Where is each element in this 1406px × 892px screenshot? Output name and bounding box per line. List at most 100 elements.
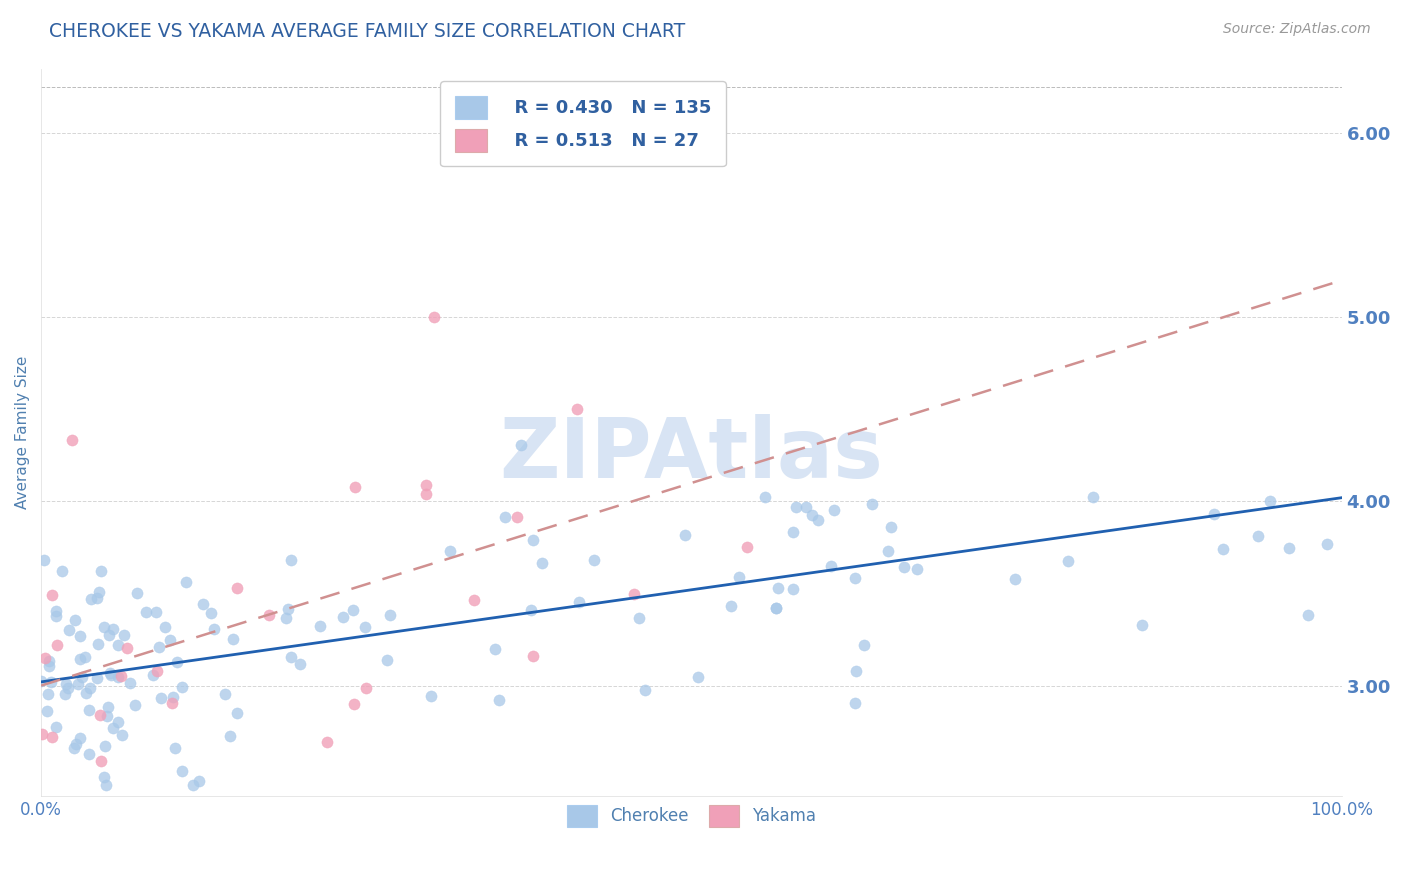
Point bbox=[880, 519, 903, 533]
Point bbox=[673, 528, 696, 542]
Point bbox=[70, 670, 93, 684]
Point bbox=[686, 670, 709, 684]
Point bbox=[97, 700, 120, 714]
Point bbox=[107, 638, 129, 652]
Point bbox=[344, 480, 367, 494]
Point bbox=[280, 553, 302, 567]
Point bbox=[420, 689, 443, 703]
Legend: Cherokee, Yakama: Cherokee, Yakama bbox=[558, 797, 824, 835]
Point bbox=[107, 670, 129, 684]
Point bbox=[124, 698, 146, 712]
Point bbox=[118, 675, 141, 690]
Point bbox=[1004, 573, 1026, 587]
Point bbox=[316, 735, 339, 749]
Point bbox=[332, 610, 354, 624]
Point bbox=[484, 641, 506, 656]
Point bbox=[62, 740, 84, 755]
Point bbox=[375, 653, 398, 667]
Text: Source: ZipAtlas.com: Source: ZipAtlas.com bbox=[1223, 22, 1371, 37]
Point bbox=[415, 477, 437, 491]
Point bbox=[63, 613, 86, 627]
Point bbox=[343, 698, 366, 712]
Point bbox=[73, 650, 96, 665]
Point bbox=[200, 606, 222, 620]
Point bbox=[94, 739, 117, 754]
Point bbox=[509, 438, 531, 452]
Point bbox=[69, 731, 91, 745]
Point bbox=[765, 601, 787, 615]
Point bbox=[87, 637, 110, 651]
Point bbox=[100, 668, 122, 682]
Point bbox=[222, 632, 245, 646]
Point bbox=[159, 633, 181, 648]
Point bbox=[801, 508, 824, 523]
Point bbox=[1258, 494, 1281, 508]
Point bbox=[519, 603, 541, 617]
Point bbox=[582, 553, 605, 567]
Point bbox=[844, 696, 866, 710]
Point bbox=[162, 690, 184, 704]
Point bbox=[522, 533, 544, 548]
Point bbox=[38, 658, 60, 673]
Point bbox=[142, 668, 165, 682]
Point bbox=[191, 597, 214, 611]
Point bbox=[69, 651, 91, 665]
Point bbox=[67, 677, 90, 691]
Point bbox=[531, 556, 554, 570]
Point bbox=[768, 581, 790, 595]
Point bbox=[65, 737, 87, 751]
Point bbox=[852, 638, 875, 652]
Point bbox=[39, 675, 62, 690]
Point bbox=[214, 687, 236, 701]
Point bbox=[35, 704, 58, 718]
Point bbox=[112, 628, 135, 642]
Point bbox=[163, 740, 186, 755]
Point bbox=[30, 673, 52, 688]
Point bbox=[125, 586, 148, 600]
Point bbox=[89, 707, 111, 722]
Point bbox=[782, 582, 804, 596]
Point bbox=[204, 623, 226, 637]
Point bbox=[634, 682, 657, 697]
Point bbox=[1212, 542, 1234, 557]
Text: ZIPAtlas: ZIPAtlas bbox=[499, 414, 883, 495]
Point bbox=[820, 559, 842, 574]
Point bbox=[277, 602, 299, 616]
Point bbox=[170, 764, 193, 779]
Point bbox=[170, 680, 193, 694]
Point bbox=[115, 640, 138, 655]
Point bbox=[37, 687, 59, 701]
Point bbox=[423, 310, 446, 325]
Point bbox=[183, 779, 205, 793]
Point bbox=[219, 729, 242, 743]
Point bbox=[290, 657, 312, 671]
Point bbox=[623, 587, 645, 601]
Point bbox=[107, 714, 129, 729]
Point bbox=[53, 687, 76, 701]
Point bbox=[98, 666, 121, 681]
Point bbox=[45, 638, 67, 652]
Point bbox=[94, 778, 117, 792]
Point bbox=[97, 628, 120, 642]
Point bbox=[86, 671, 108, 685]
Point bbox=[69, 629, 91, 643]
Point bbox=[153, 620, 176, 634]
Point bbox=[893, 560, 915, 574]
Point bbox=[41, 731, 63, 745]
Point bbox=[823, 502, 845, 516]
Point bbox=[628, 610, 651, 624]
Point bbox=[45, 604, 67, 618]
Point bbox=[794, 500, 817, 514]
Point bbox=[720, 599, 742, 613]
Point bbox=[506, 510, 529, 524]
Point bbox=[354, 620, 377, 634]
Point bbox=[38, 654, 60, 668]
Point bbox=[1081, 491, 1104, 505]
Point bbox=[146, 664, 169, 678]
Point bbox=[149, 691, 172, 706]
Point bbox=[754, 491, 776, 505]
Point bbox=[354, 681, 377, 696]
Point bbox=[735, 540, 758, 554]
Point bbox=[45, 720, 67, 734]
Point bbox=[225, 582, 247, 596]
